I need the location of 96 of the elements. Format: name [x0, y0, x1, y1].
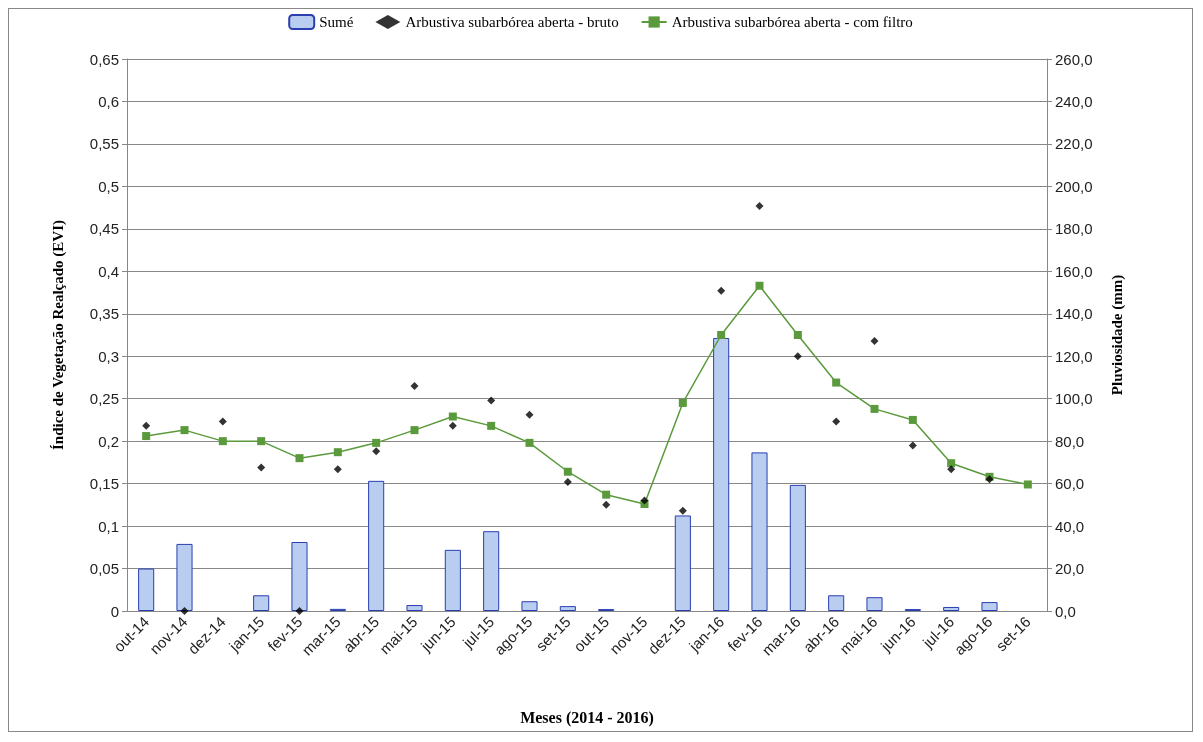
y2-tick-label: 80,0: [1055, 432, 1085, 450]
bar: [751, 452, 768, 611]
y2-axis-title: Pluviosidade (mm): [1108, 274, 1126, 396]
y-tick-label: 0,1: [98, 517, 119, 535]
point: [333, 448, 342, 457]
bar: [943, 606, 960, 611]
point: [870, 404, 879, 413]
point: [602, 490, 611, 499]
y-tick-label: 0,55: [89, 135, 119, 153]
bar: [789, 484, 806, 611]
point: [410, 381, 419, 390]
point: [1023, 480, 1032, 489]
point: [832, 417, 841, 426]
point: [832, 378, 841, 387]
y2-tick-label: 140,0: [1055, 305, 1093, 323]
y2-tick-label: 60,0: [1055, 475, 1085, 493]
point: [372, 438, 381, 447]
point: [295, 607, 304, 615]
y-tick-label: 0: [110, 602, 119, 620]
bar: [253, 595, 270, 611]
point: [525, 438, 534, 447]
y-axis-title: Índice de Vegetação Realçado (EVI): [49, 220, 67, 450]
point: [755, 201, 764, 210]
bar: [521, 601, 538, 611]
bar: [559, 606, 576, 611]
point: [563, 477, 572, 486]
point: [717, 331, 726, 339]
point: [755, 281, 764, 290]
point: [410, 426, 419, 435]
y-tick-label: 0,6: [98, 92, 119, 110]
point: [487, 396, 496, 405]
point: [448, 412, 457, 421]
y2-tick-label: 240,0: [1055, 92, 1093, 110]
point: [295, 454, 304, 463]
y2-tick-label: 0,0: [1055, 602, 1076, 620]
point: [678, 398, 687, 407]
y2-tick-label: 260,0: [1055, 50, 1093, 68]
point: [448, 421, 457, 430]
y2-tick-label: 20,0: [1055, 560, 1085, 578]
point: [142, 421, 151, 430]
bar: [138, 568, 155, 611]
bar: [828, 595, 845, 611]
point: [142, 432, 151, 441]
y-tick-label: 0,65: [89, 50, 119, 68]
point: [947, 459, 956, 468]
y-tick-label: 0,25: [89, 390, 119, 408]
point: [793, 352, 802, 361]
point: [717, 286, 726, 295]
point: [372, 447, 381, 456]
y-tick-label: 0,4: [98, 262, 119, 280]
legend-label: Sumé: [319, 14, 354, 30]
point: [180, 607, 189, 615]
y2-tick-label: 160,0: [1055, 262, 1093, 280]
point: [908, 441, 917, 450]
point: [640, 496, 649, 505]
bar: [368, 480, 385, 611]
legend-label: Arbustiva subarbórea aberta - bruto: [405, 14, 619, 30]
point: [793, 331, 802, 339]
point: [487, 421, 496, 430]
point: [947, 465, 956, 474]
y2-tick-label: 40,0: [1055, 517, 1085, 535]
y-tick-label: 0,05: [89, 560, 119, 578]
y-tick-label: 0,35: [89, 305, 119, 323]
bar: [444, 549, 461, 611]
point: [525, 410, 534, 419]
y-tick-label: 0,45: [89, 220, 119, 238]
bar: [674, 515, 691, 611]
bar: [291, 542, 308, 611]
point: [180, 426, 189, 435]
y-tick-label: 0,5: [98, 177, 119, 195]
point: [870, 336, 879, 345]
y2-tick-label: 180,0: [1055, 220, 1093, 238]
bar: [866, 597, 883, 611]
x-axis-title: Meses (2014 - 2016): [520, 708, 654, 727]
bar: [406, 605, 423, 611]
bar: [483, 531, 500, 611]
bar: [713, 337, 730, 611]
point: [218, 437, 227, 446]
point: [218, 417, 227, 426]
y-tick-label: 0,15: [89, 475, 119, 493]
bar: [176, 543, 193, 611]
point: [602, 500, 611, 509]
point: [563, 467, 572, 476]
bar: [981, 602, 998, 611]
point: [257, 437, 266, 446]
point: [333, 465, 342, 474]
y-tick-label: 0,2: [98, 432, 119, 450]
y2-tick-label: 220,0: [1055, 135, 1093, 153]
point: [908, 415, 917, 424]
point: [257, 463, 266, 472]
y2-tick-label: 120,0: [1055, 347, 1093, 365]
point: [678, 506, 687, 515]
y2-tick-label: 200,0: [1055, 177, 1093, 195]
legend-label: Arbustiva subarbórea aberta - com filtro: [671, 14, 913, 30]
y-tick-label: 0,3: [98, 347, 119, 365]
y2-tick-label: 100,0: [1055, 390, 1093, 408]
